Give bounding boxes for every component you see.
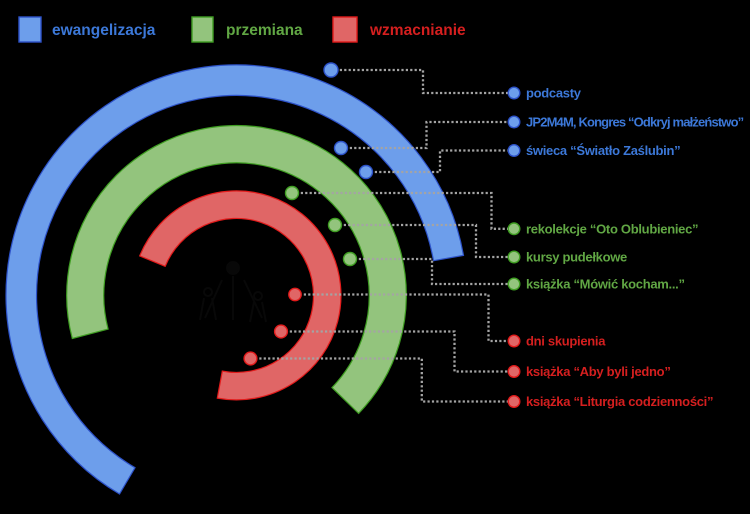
- svg-text:przemiana: przemiana: [226, 22, 303, 39]
- svg-text:książka “Liturgia codzienności: książka “Liturgia codzienności”: [526, 394, 713, 409]
- svg-text:ewangelizacja: ewangelizacja: [52, 22, 156, 39]
- svg-text:podcasty: podcasty: [526, 86, 582, 101]
- svg-text:kursy pudełkowe: kursy pudełkowe: [526, 250, 627, 265]
- svg-text:JP2M4M, Kongres “Odkryj małżeń: JP2M4M, Kongres “Odkryj małżeństwo”: [526, 115, 744, 130]
- svg-text:dni skupienia: dni skupienia: [526, 334, 606, 349]
- svg-text:książka “Mówić kocham...”: książka “Mówić kocham...”: [526, 277, 685, 292]
- svg-text:rekolekcje “Oto Oblubieniec”: rekolekcje “Oto Oblubieniec”: [526, 221, 698, 236]
- svg-text:świeca “Światło Zaślubin”: świeca “Światło Zaślubin”: [526, 143, 680, 158]
- svg-text:wzmacnianie: wzmacnianie: [369, 22, 466, 39]
- svg-text:książka “Aby byli jedno”: książka “Aby byli jedno”: [526, 364, 671, 379]
